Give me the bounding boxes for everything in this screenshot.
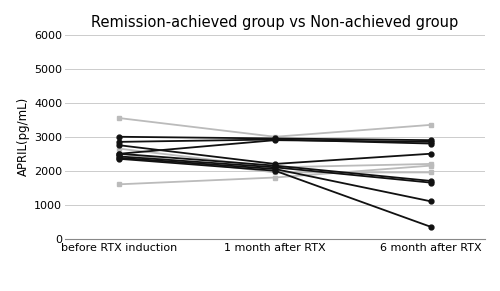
Title: Remission-achieved group vs Non-achieved group: Remission-achieved group vs Non-achieved… (92, 15, 458, 30)
Y-axis label: APRIL(pg/mL): APRIL(pg/mL) (17, 97, 30, 176)
